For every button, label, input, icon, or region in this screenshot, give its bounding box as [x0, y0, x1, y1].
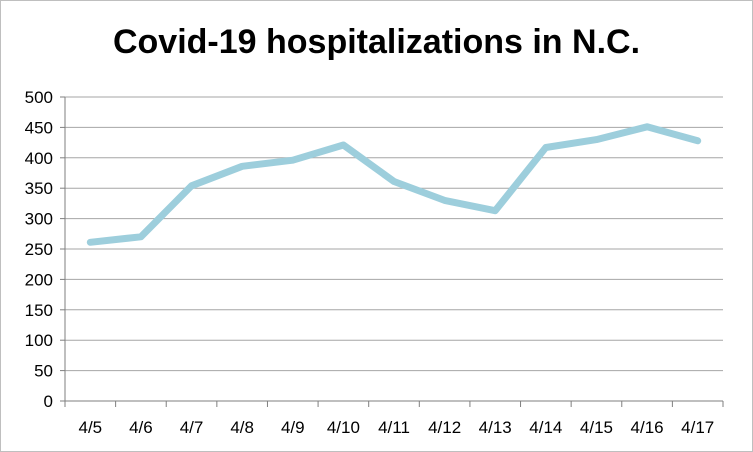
- y-tick-label: 100: [25, 331, 53, 350]
- x-tick-label: 4/14: [529, 418, 562, 437]
- y-tick-label: 450: [25, 118, 53, 137]
- series-line: [86, 123, 702, 246]
- gridlines: [65, 96, 723, 372]
- x-tick-label: 4/6: [129, 418, 153, 437]
- y-tick-label: 150: [25, 301, 53, 320]
- x-tick-label: 4/7: [180, 418, 204, 437]
- x-tick-label: 4/8: [230, 418, 254, 437]
- x-tick-label: 4/16: [631, 418, 664, 437]
- y-tick-label: 200: [25, 270, 53, 289]
- x-tick-label: 4/10: [327, 418, 360, 437]
- y-tick-label: 0: [44, 392, 53, 411]
- y-tick-label: 350: [25, 179, 53, 198]
- x-tick-label: 4/5: [78, 418, 102, 437]
- x-tick-label: 4/13: [479, 418, 512, 437]
- x-tick-label: 4/12: [428, 418, 461, 437]
- x-tick-labels: 4/5 4/6 4/7 4/8 4/9 4/10 4/11 4/12 4/13 4/14 4/15 4…: [78, 418, 714, 437]
- y-tick-labels: 0 50 100 150 200 250 300 350 400 450 500: [25, 88, 53, 411]
- series: [86, 123, 702, 246]
- x-tick-label: 4/9: [281, 418, 305, 437]
- axes: [60, 96, 724, 407]
- x-tick-label: 4/15: [580, 418, 613, 437]
- x-tick-label: 4/17: [681, 418, 714, 437]
- y-tick-label: 250: [25, 240, 53, 259]
- chart-title: Covid-19 hospitalizations in N.C.: [112, 23, 641, 61]
- y-tick-label: 400: [25, 149, 53, 168]
- y-tick-label: 300: [25, 210, 53, 229]
- x-tick-label: 4/11: [378, 418, 410, 437]
- y-tick-label: 500: [25, 88, 53, 107]
- y-tick-label: 50: [34, 362, 53, 381]
